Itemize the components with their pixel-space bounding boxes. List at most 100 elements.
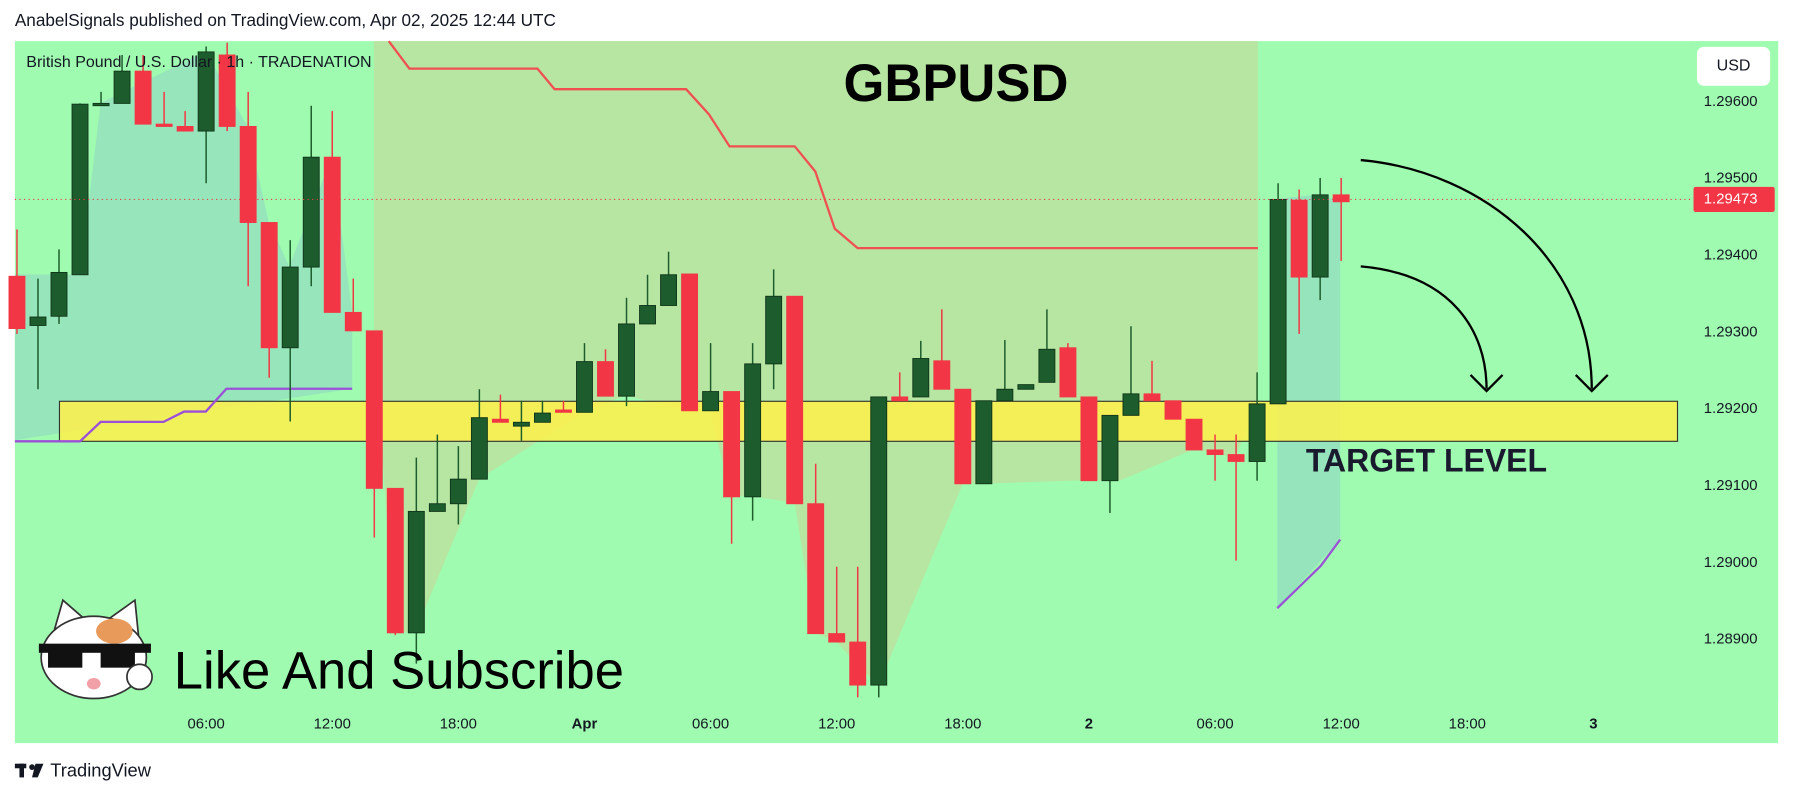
support-line	[1276, 538, 1342, 610]
candle-body	[1101, 414, 1119, 482]
candle-body	[702, 391, 720, 412]
currency: USD	[1717, 58, 1751, 75]
y-tick-label: 1.29600	[1704, 94, 1758, 110]
annotation: TARGET LEVEL	[1306, 442, 1547, 478]
candle-body	[134, 70, 152, 125]
candle-body	[996, 388, 1014, 402]
last-price-label: 1.29473	[1704, 191, 1758, 207]
candle-body	[491, 418, 509, 423]
chart-title: GBPUSD	[843, 54, 1068, 113]
candle-body	[218, 54, 236, 127]
candle-body	[807, 503, 825, 635]
candle-body	[1185, 418, 1203, 451]
x-tick-label: 12:00	[314, 717, 351, 733]
candle-body	[1017, 384, 1035, 390]
arrow	[1360, 265, 1488, 389]
footer: TradingView	[50, 760, 151, 781]
candle-body	[1143, 393, 1161, 402]
arrow-head	[1574, 374, 1609, 393]
candles	[8, 42, 1350, 698]
candle-body	[1080, 396, 1098, 482]
candle-body	[660, 274, 678, 306]
candle-body	[849, 641, 867, 686]
arrow	[1360, 158, 1593, 389]
candle-body	[576, 361, 593, 413]
candle-body	[365, 330, 383, 489]
candle-body	[407, 510, 425, 634]
candle-body	[344, 311, 362, 332]
candle-body	[1122, 393, 1140, 416]
last-price-box	[1693, 186, 1775, 213]
candle-body	[828, 633, 846, 643]
candle-body	[912, 358, 930, 398]
candle-body	[155, 123, 173, 127]
candle-body	[681, 273, 699, 412]
y-tick-label: 1.29200	[1704, 401, 1758, 417]
candle-body	[618, 323, 635, 397]
candle-body	[786, 295, 804, 505]
x-tick-label: 2	[1085, 717, 1093, 733]
x-tick-label: Apr	[572, 717, 598, 733]
candle-body	[533, 412, 551, 423]
y-tick-label: 1.29400	[1704, 247, 1758, 263]
y-tick-label: 1.29500	[1704, 171, 1758, 187]
candle-body	[176, 125, 194, 132]
candle-body	[1206, 449, 1224, 456]
candle-body	[92, 102, 110, 107]
x-tick-label: 06:00	[692, 717, 729, 733]
x-tick-label: 18:00	[440, 717, 477, 733]
candle-body	[744, 363, 762, 498]
candle-body	[71, 103, 89, 276]
target-zone	[58, 400, 1679, 442]
mascot	[38, 598, 153, 700]
candle-body	[449, 478, 467, 505]
resistance-line	[387, 40, 1258, 250]
candle-body	[197, 51, 215, 132]
logo	[14, 763, 44, 778]
candle-body	[870, 396, 888, 686]
x-tick-label: 12:00	[1323, 717, 1360, 733]
candle-body	[113, 70, 131, 104]
candle-body	[428, 503, 446, 512]
y-tick-label: 1.29000	[1704, 555, 1758, 571]
candle-body	[1164, 400, 1182, 420]
candle-body	[8, 275, 26, 329]
x-tick-label: 18:00	[944, 717, 981, 733]
x-tick-label: 3	[1589, 717, 1597, 733]
candle-body	[954, 388, 972, 485]
candle-body	[597, 361, 614, 397]
annotation: Like And Subscribe	[174, 641, 624, 700]
x-tick-label: 12:00	[818, 717, 855, 733]
y-tick-label: 1.29300	[1704, 324, 1758, 340]
candle-body	[260, 222, 278, 349]
candle-body	[1248, 403, 1266, 462]
symbol: British Pound / U.S. Dollar · 1h · TRADE…	[26, 54, 371, 71]
candle-body	[386, 487, 404, 634]
candle-body	[1269, 198, 1287, 405]
y-tick-label: 1.29100	[1704, 478, 1758, 494]
y-tick-label: 1.28900	[1704, 632, 1758, 648]
candle-body	[302, 156, 320, 268]
candle-body	[1038, 348, 1056, 383]
x-tick-label: 06:00	[1196, 717, 1233, 733]
arrow-head	[1469, 374, 1504, 393]
candle-body	[1059, 347, 1077, 398]
candle-body	[50, 271, 68, 317]
x-tick-label: 06:00	[188, 717, 225, 733]
candle-body	[555, 409, 572, 413]
header: AnabelSignals published on TradingView.c…	[15, 10, 556, 30]
support-line	[14, 387, 353, 443]
price-axis	[1690, 41, 1779, 700]
candle-body	[933, 360, 951, 390]
candle-body	[239, 125, 257, 223]
candle-body	[1290, 199, 1308, 278]
candle-body	[765, 295, 783, 365]
currency-box	[1696, 46, 1771, 86]
candle-body	[975, 400, 993, 485]
candle-body	[512, 421, 530, 427]
shading	[373, 41, 1258, 686]
candle-body	[323, 156, 341, 313]
candle-body	[639, 305, 656, 325]
candle-body	[891, 396, 909, 402]
